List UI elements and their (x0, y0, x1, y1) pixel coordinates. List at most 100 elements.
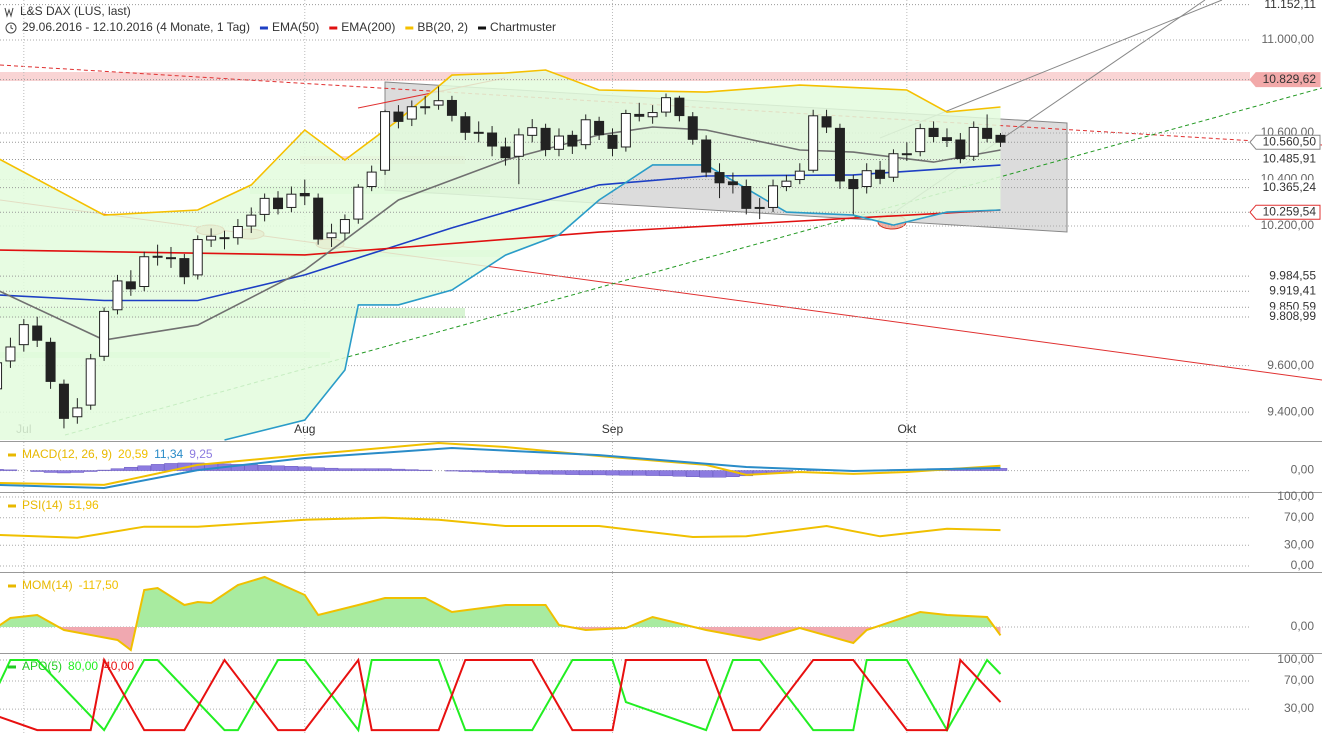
mom-area-positive (0, 577, 1001, 627)
candle-body (727, 181, 738, 186)
x-tick-label: Okt (897, 422, 916, 436)
candle-body (955, 139, 966, 160)
price-label-box (1249, 309, 1321, 325)
candle-body (406, 106, 417, 120)
candle-body (861, 170, 872, 188)
indicator-line (0, 209, 1001, 256)
histogram-bar (498, 470, 513, 474)
legend-value: 20,59 (118, 447, 148, 461)
candle-body (968, 126, 979, 157)
candle-body (500, 146, 511, 159)
histogram-bar (271, 465, 285, 471)
y-tick-label: 70,00 (1284, 673, 1314, 687)
candle-body (192, 239, 203, 276)
candle-body (741, 186, 752, 209)
price-label-box (1249, 72, 1321, 88)
price-label: 9.919,41 (1269, 283, 1316, 297)
legend-label: EMA(200) (341, 20, 395, 34)
candle-body (446, 99, 457, 116)
y-tick-label: 30,00 (1284, 701, 1314, 715)
legend-label: EMA(50) (272, 20, 319, 34)
indicator-line (0, 575, 1002, 652)
candle-body (982, 127, 993, 139)
price-label: 11.152,11 (1264, 0, 1316, 11)
legend-value: 51,96 (69, 498, 99, 512)
histogram-bar (298, 466, 312, 471)
histogram-bar (405, 469, 419, 471)
candle-body (125, 281, 136, 290)
histogram-bar (619, 470, 633, 476)
trend-line (0, 64, 1322, 146)
clock-icon (5, 22, 17, 34)
panel-title: MOM(14) (22, 578, 73, 592)
y-tick-label: 100,00 (1277, 652, 1314, 666)
candle-body (433, 100, 444, 106)
candle-body (594, 120, 605, 136)
candle-body (179, 258, 190, 278)
candle-body (661, 97, 672, 113)
candle-body (580, 119, 591, 146)
histogram-bar (632, 470, 646, 476)
panel-title: APO(5) (22, 659, 62, 673)
histogram-bar (324, 467, 339, 471)
candle-body (45, 341, 56, 382)
candle-body (768, 185, 779, 208)
candle-body (32, 325, 43, 341)
candle-body (941, 137, 952, 141)
histogram-bar (712, 470, 727, 478)
candle-body (674, 97, 685, 117)
histogram-bar (565, 470, 580, 475)
candle-body (527, 127, 538, 136)
candle-body (139, 256, 150, 288)
candle-body (206, 235, 217, 241)
candle-body (701, 139, 712, 173)
candle-body (553, 135, 564, 150)
indicator-line (224, 164, 1001, 441)
chart-title: L&S DAX (LUS, last) (20, 4, 131, 18)
price-label: 10.365,24 (1263, 180, 1317, 194)
candle-body (834, 127, 845, 182)
candle-body (808, 115, 819, 171)
price-label: 10.259,54 (1263, 204, 1317, 218)
resistance-zone (0, 72, 1250, 81)
candle-body (0, 362, 3, 390)
candle-body (513, 134, 524, 157)
y-tick-label: 0,00 (1291, 558, 1315, 572)
histogram-bar (338, 468, 352, 471)
x-tick-label: Sep (602, 422, 624, 436)
legend-value: 40,00 (104, 659, 134, 673)
candle-body (794, 170, 805, 181)
histogram-bar (552, 470, 566, 475)
histogram-bar (364, 468, 379, 471)
candle-body (821, 116, 832, 128)
price-label: 9.808,99 (1269, 309, 1316, 323)
legend-value: -117,50 (79, 578, 119, 592)
indicator-line (0, 69, 1001, 216)
histogram-bar (150, 464, 165, 471)
candle-body (232, 226, 243, 239)
histogram-bar (124, 466, 138, 471)
price-label-box (1249, 152, 1321, 168)
histogram-bar (525, 470, 539, 475)
candle-body (540, 127, 551, 151)
panel-title: PSI(14) (22, 498, 63, 512)
candle-body (781, 180, 792, 188)
legend-value: 9,25 (189, 447, 213, 461)
candle-body (72, 407, 83, 418)
indicator-line (0, 658, 1002, 733)
price-label-box (1249, 268, 1321, 284)
candle-body (380, 111, 391, 171)
candle-body (567, 134, 578, 147)
price-label: 10.829,62 (1263, 72, 1317, 86)
y-tick-label: 70,00 (1284, 510, 1314, 524)
candle-body (634, 113, 645, 117)
histogram-bar (645, 470, 660, 476)
histogram-bar (257, 465, 272, 471)
candle-body (286, 193, 297, 208)
candle-body (299, 192, 310, 197)
candle-body (5, 346, 16, 362)
candle-body (995, 134, 1006, 143)
histogram-bar (471, 470, 486, 473)
indicator-line (0, 516, 1001, 539)
